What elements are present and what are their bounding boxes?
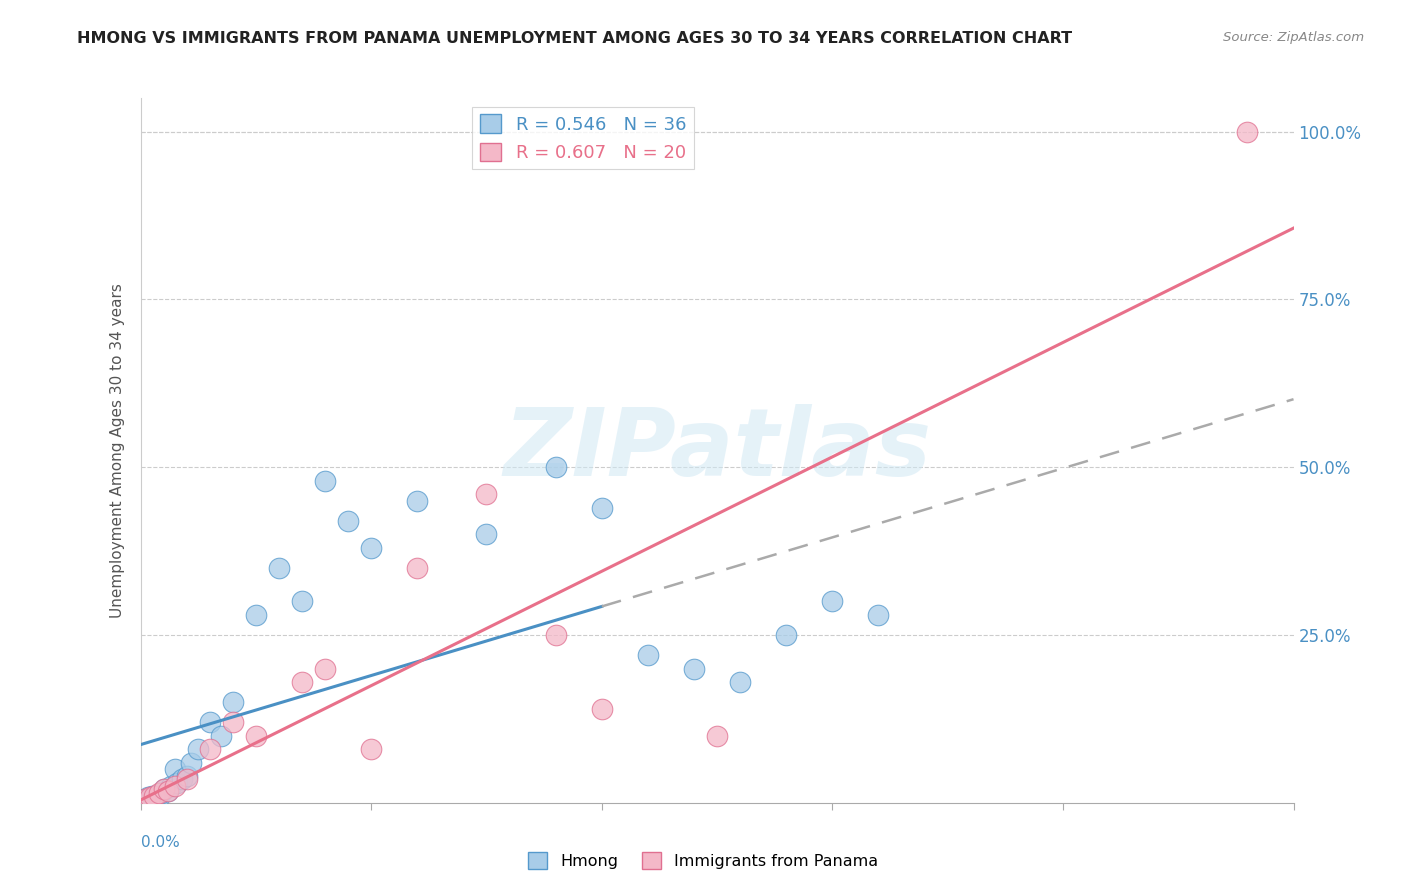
Point	[267, 561, 290, 575]
Point	[406, 561, 429, 575]
Point	[245, 729, 267, 743]
Point	[406, 493, 429, 508]
Point	[152, 782, 174, 797]
Point	[222, 695, 245, 709]
Point	[165, 779, 187, 793]
Point	[314, 474, 336, 488]
Point	[152, 782, 174, 797]
Text: Source: ZipAtlas.com: Source: ZipAtlas.com	[1223, 31, 1364, 45]
Point	[176, 769, 198, 783]
Point	[868, 607, 890, 622]
Legend: Hmong, Immigrants from Panama: Hmong, Immigrants from Panama	[522, 846, 884, 875]
Point	[180, 756, 202, 770]
Point	[139, 791, 162, 805]
Text: HMONG VS IMMIGRANTS FROM PANAMA UNEMPLOYMENT AMONG AGES 30 TO 34 YEARS CORRELATI: HMONG VS IMMIGRANTS FROM PANAMA UNEMPLOY…	[77, 31, 1073, 46]
Point	[291, 675, 314, 690]
Point	[1236, 125, 1258, 139]
Point	[222, 715, 245, 730]
Point	[475, 487, 498, 501]
Point	[728, 675, 751, 690]
Point	[145, 788, 167, 802]
Point	[157, 783, 180, 797]
Point	[148, 786, 170, 800]
Point	[198, 742, 221, 756]
Text: 0.0%: 0.0%	[141, 835, 180, 849]
Point	[360, 742, 382, 756]
Point	[143, 789, 166, 803]
Point	[134, 792, 156, 806]
Point	[337, 514, 360, 528]
Point	[775, 628, 797, 642]
Point	[591, 702, 613, 716]
Point	[141, 789, 163, 803]
Text: ZIPatlas: ZIPatlas	[503, 404, 931, 497]
Point	[166, 775, 188, 789]
Y-axis label: Unemployment Among Ages 30 to 34 years: Unemployment Among Ages 30 to 34 years	[110, 283, 125, 618]
Point	[139, 790, 162, 805]
Point	[136, 790, 159, 805]
Point	[683, 662, 706, 676]
Point	[187, 742, 209, 756]
Point	[159, 779, 181, 793]
Point	[314, 662, 336, 676]
Point	[360, 541, 382, 555]
Point	[706, 729, 728, 743]
Point	[198, 715, 221, 730]
Point	[475, 527, 498, 541]
Point	[544, 628, 567, 642]
Point	[291, 594, 314, 608]
Point	[172, 772, 194, 787]
Point	[176, 772, 198, 787]
Point	[591, 500, 613, 515]
Point	[821, 594, 844, 608]
Point	[157, 783, 180, 797]
Legend: R = 0.546   N = 36, R = 0.607   N = 20: R = 0.546 N = 36, R = 0.607 N = 20	[472, 107, 693, 169]
Point	[209, 729, 232, 743]
Point	[150, 786, 173, 800]
Point	[637, 648, 659, 662]
Point	[245, 607, 267, 622]
Point	[544, 460, 567, 475]
Point	[134, 792, 156, 806]
Point	[165, 762, 187, 776]
Point	[143, 791, 166, 805]
Point	[148, 789, 170, 804]
